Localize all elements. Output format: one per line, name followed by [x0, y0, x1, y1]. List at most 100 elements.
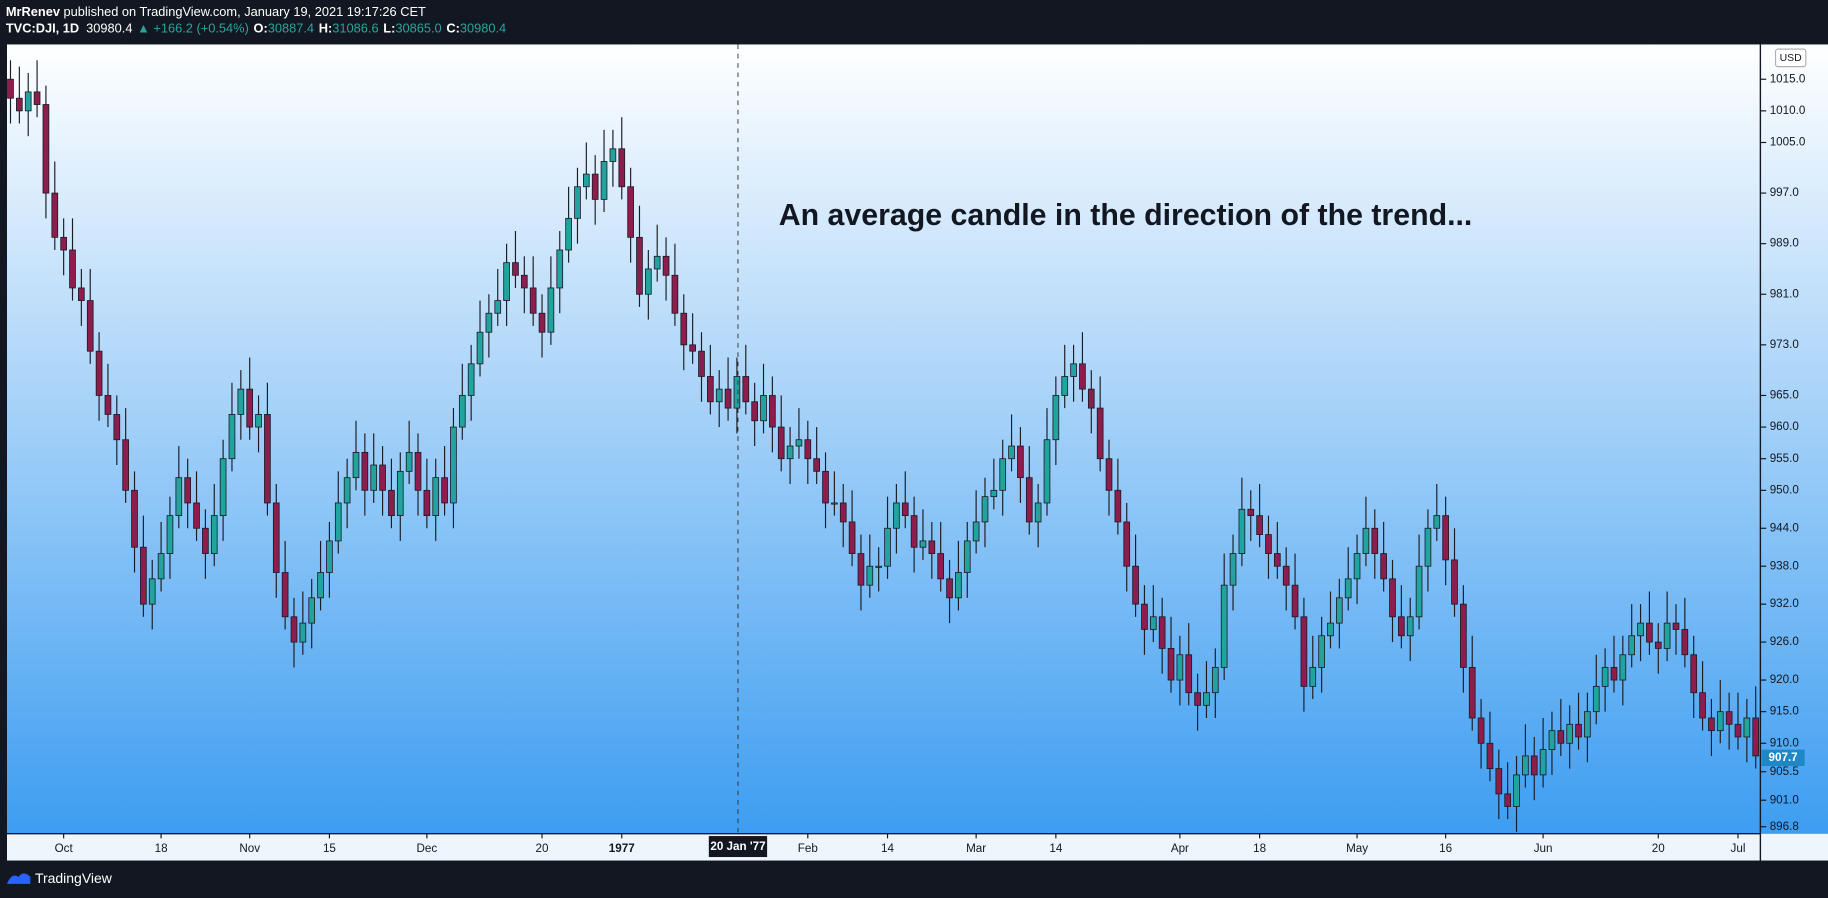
crosshair-label: 20 Jan '77: [710, 840, 765, 853]
candle-body: [512, 262, 519, 276]
candle-body: [680, 312, 688, 346]
candle-body: [1362, 527, 1370, 554]
candle-body: [822, 470, 829, 504]
candle-body: [405, 451, 413, 472]
candle-body: [1114, 489, 1122, 523]
candle-body: [884, 527, 891, 567]
candle-body: [1247, 508, 1255, 517]
candle-body: [1070, 363, 1077, 377]
candle-body: [653, 255, 661, 270]
symbol-line: TVC:DJI, 1D 30980.4 ▲ +166.2 (+0.54%) O:308…: [6, 21, 506, 36]
candle-body: [166, 515, 174, 554]
y-tick-label: 973.0: [1770, 338, 1800, 351]
candle-body: [1433, 515, 1441, 529]
candle-body: [636, 236, 643, 295]
candle-body: [476, 331, 484, 365]
candle-body: [733, 376, 741, 409]
ohlc-label: O:: [254, 21, 268, 36]
candle-body: [503, 262, 510, 301]
candle-body: [1708, 717, 1715, 732]
currency-box: [1774, 48, 1807, 68]
candle-body: [1716, 711, 1724, 732]
candle-body: [1203, 692, 1210, 706]
candle-body: [219, 458, 227, 517]
candle-body: [290, 616, 298, 643]
candle-body: [414, 451, 422, 491]
candle-body: [343, 477, 351, 504]
candle-body: [1167, 648, 1175, 681]
y-tick-label: 932.0: [1770, 597, 1800, 610]
candle-body: [1628, 635, 1636, 656]
y-tick-label: 944.0: [1770, 521, 1800, 534]
candle-body: [1087, 388, 1095, 409]
candle-body: [715, 388, 723, 403]
candle-body: [1619, 654, 1627, 681]
candle-body: [1061, 376, 1069, 396]
y-tick-label: 1015.0: [1770, 72, 1806, 85]
candle-body: [662, 255, 670, 276]
candle-body: [1406, 616, 1414, 637]
candle-body: [769, 395, 776, 428]
ohlc-value: 30865.0: [395, 21, 441, 36]
candle-body: [485, 312, 493, 333]
candle-body: [450, 426, 457, 504]
candle-body: [520, 274, 528, 289]
candle-body: [1318, 635, 1325, 668]
y-tick-label: 1010.0: [1770, 104, 1806, 117]
x-tick-label: May: [1346, 842, 1368, 855]
ohlc-label: L:: [383, 21, 395, 36]
candle-body: [751, 401, 758, 422]
candle-body: [1371, 527, 1379, 554]
candle-body: [1548, 730, 1556, 751]
y-tick-label: 938.0: [1770, 559, 1800, 572]
candle-body: [1468, 666, 1476, 719]
candle-body: [396, 470, 404, 517]
candle-body: [1646, 622, 1653, 643]
candle-body: [901, 502, 909, 517]
candle-body: [1105, 458, 1113, 491]
candle-body: [7, 78, 14, 99]
candle-body: [281, 572, 289, 618]
candle-body: [1495, 768, 1503, 795]
candle-body: [352, 451, 360, 479]
candle-body: [582, 173, 590, 188]
candle-body: [202, 527, 209, 554]
x-tick-label: Dec: [417, 842, 438, 855]
candle-body: [1637, 622, 1644, 637]
candle-body: [1123, 521, 1131, 567]
candle-body: [1530, 755, 1538, 776]
ohlc-label: C:: [446, 21, 460, 36]
y-tick-label: 1005.0: [1770, 136, 1806, 149]
y-tick-label: 905.5: [1770, 765, 1799, 778]
candle-body: [1672, 622, 1680, 630]
candle-body: [928, 540, 936, 554]
candle-body: [131, 489, 138, 548]
last: 30980.4: [86, 21, 132, 36]
candle-body: [981, 496, 989, 523]
candle-body: [591, 173, 599, 200]
candle-body: [423, 489, 431, 517]
logo[interactable]: TradingView: [6, 870, 113, 886]
x-tick-label: Nov: [239, 842, 260, 855]
candle-body: [494, 300, 502, 314]
candle-body: [272, 502, 280, 573]
candle-body: [831, 502, 838, 505]
candle-body: [317, 572, 324, 599]
x-tick-label: 14: [881, 842, 894, 855]
candle-body: [990, 489, 998, 498]
candle-body: [441, 477, 448, 504]
candle-body: [308, 597, 316, 624]
candle-body: [1743, 717, 1751, 738]
candle-body: [565, 217, 572, 251]
candle-body: [148, 578, 156, 605]
candle-body: [786, 445, 794, 460]
candle-body: [1025, 477, 1033, 523]
candle-body: [955, 572, 962, 599]
candle-body: [42, 104, 50, 194]
ohlc-label: H:: [319, 21, 333, 36]
candle-body: [264, 414, 271, 504]
candle-body: [1043, 439, 1051, 504]
candle-body: [33, 91, 41, 105]
candle-body: [370, 464, 378, 491]
candle-body: [724, 388, 732, 409]
